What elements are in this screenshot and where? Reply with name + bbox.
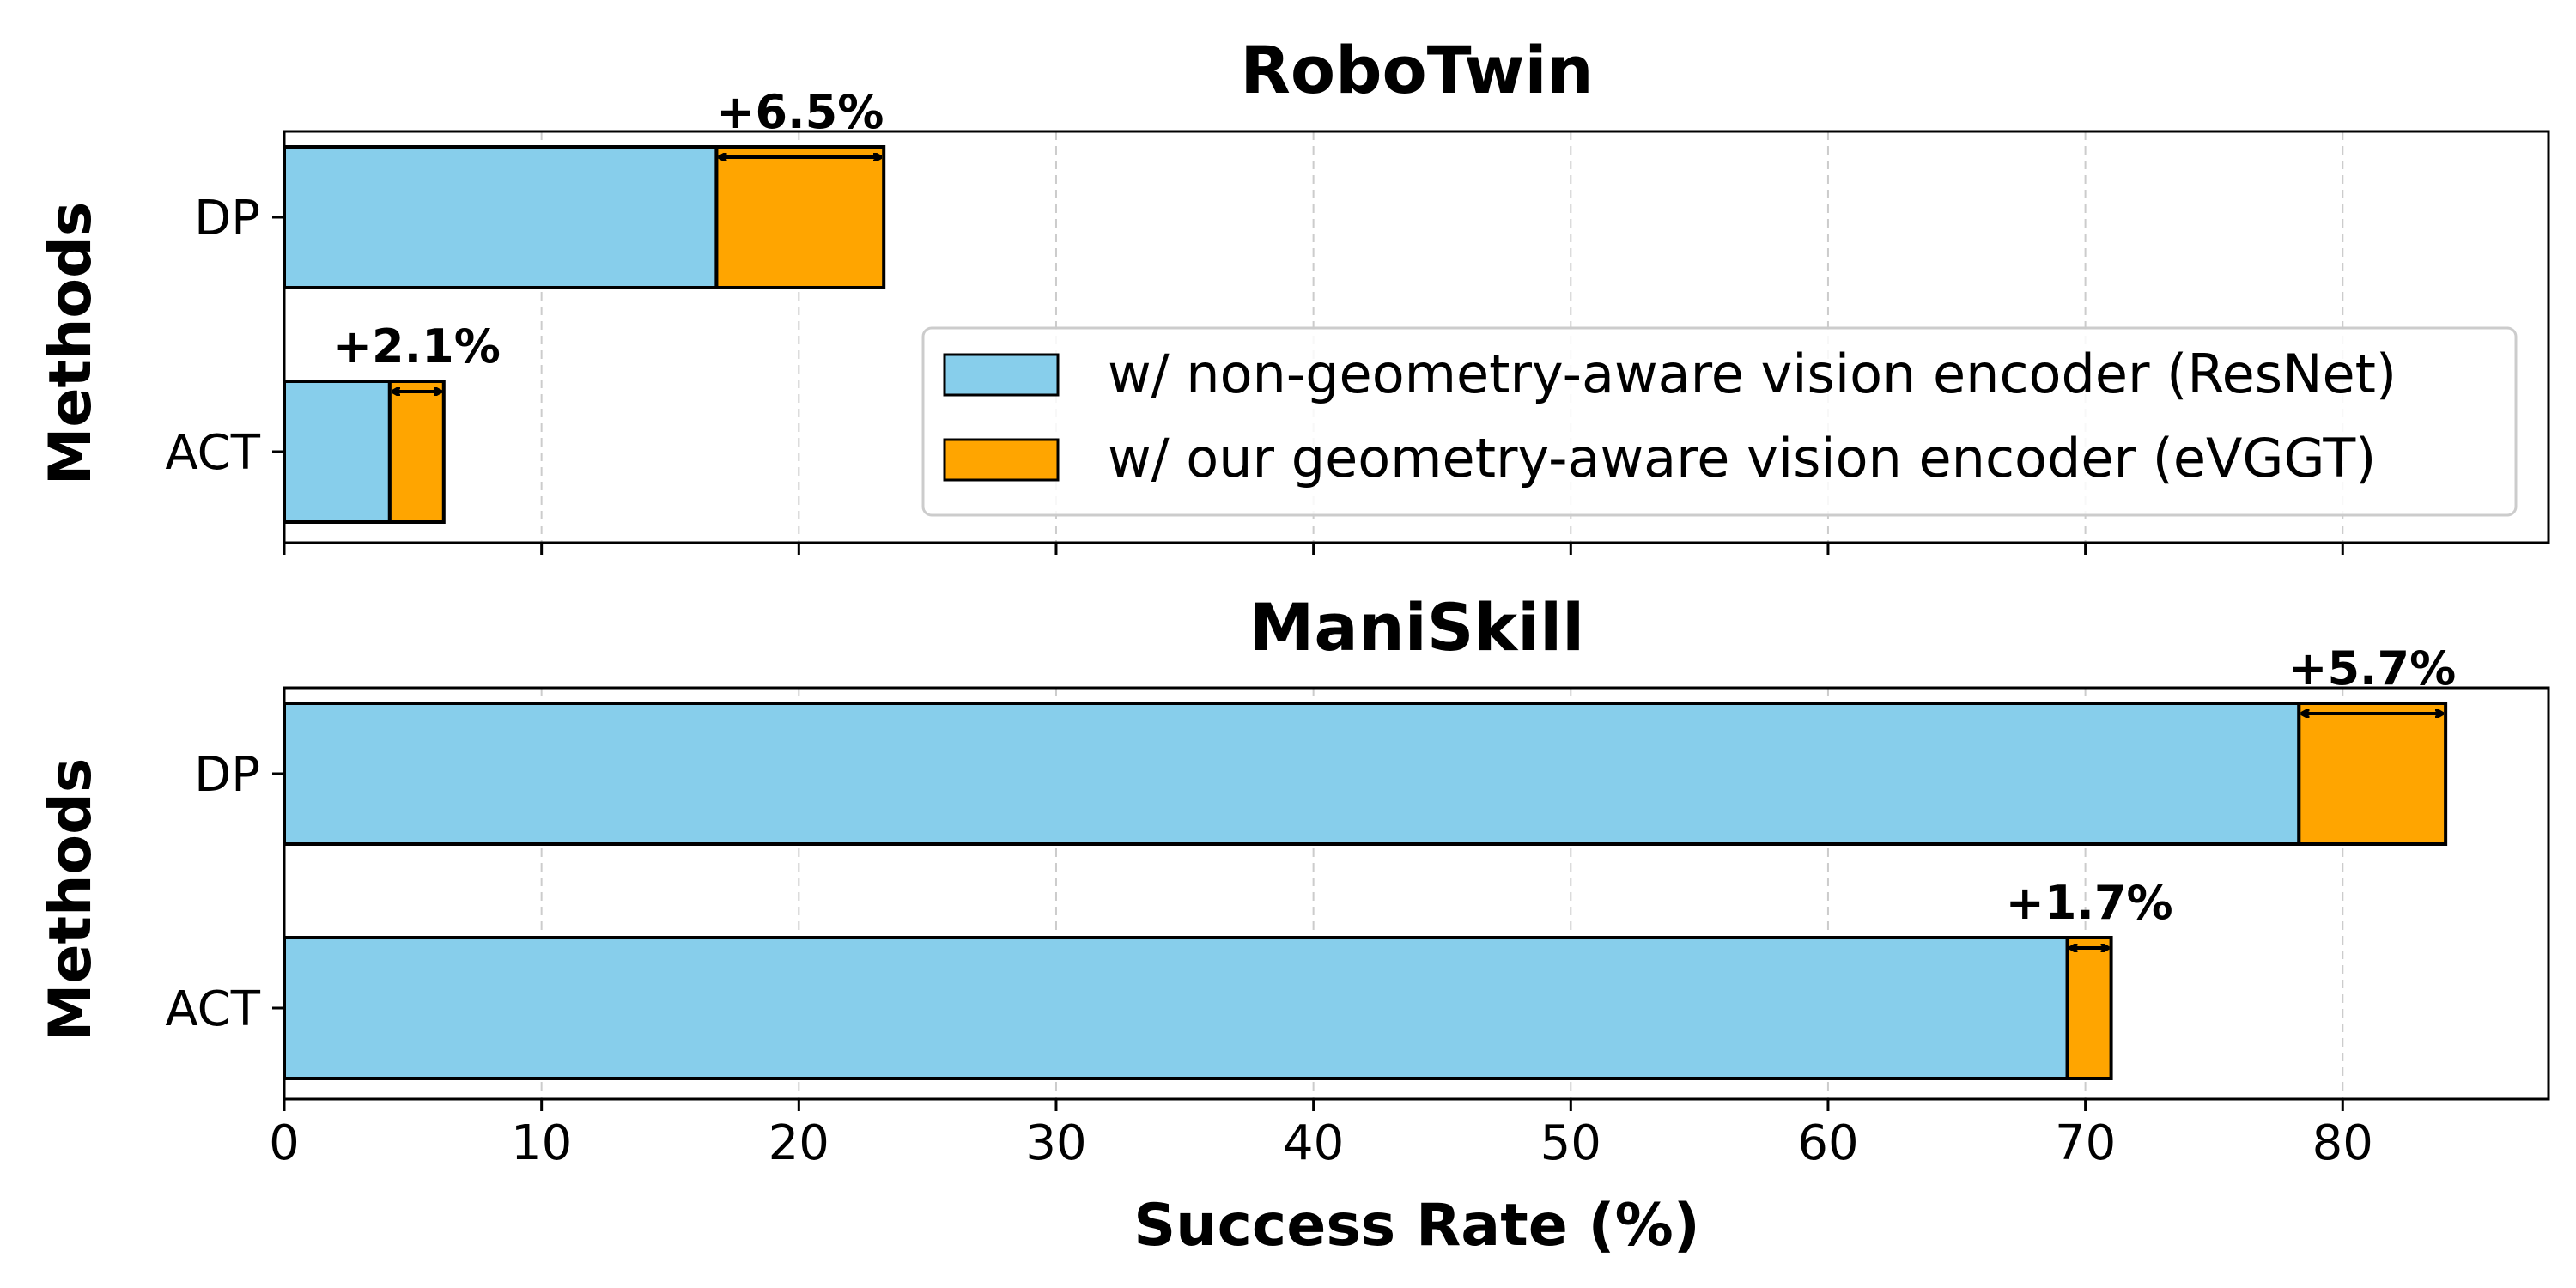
bars [283, 145, 886, 524]
gain-label: +5.7% [2288, 641, 2456, 696]
x-tick-label: 80 [2312, 1115, 2373, 1171]
x-tick-label: 20 [769, 1115, 829, 1171]
gain-label: +2.1% [333, 319, 501, 374]
x-tick-label: 0 [269, 1115, 300, 1171]
y-ticks: DP ACT [165, 747, 284, 1037]
chart-title: RoboTwin [1240, 32, 1593, 108]
annotations: +6.5% +2.1% [333, 85, 884, 392]
bar-gain-dp [714, 145, 886, 289]
y-tick-label: ACT [165, 981, 260, 1037]
x-tick-label: 50 [1540, 1115, 1601, 1171]
x-tick-label: 30 [1025, 1115, 1086, 1171]
plot-frame [283, 686, 2550, 1101]
chart-title: ManiSkill [1249, 589, 1585, 665]
x-tick-labels: 0 10 20 30 40 50 60 70 80 [269, 1115, 2373, 1171]
x-tick-label: 60 [1797, 1115, 1858, 1171]
legend: w/ non-geometry-aware vision encoder (Re… [921, 326, 2518, 517]
y-ticks: DP ACT [165, 191, 284, 481]
y-axis-label: Methods [37, 758, 105, 1042]
bar-baseline-act [283, 380, 392, 524]
bar-gain-act [387, 380, 446, 524]
y-tick-label: DP [194, 191, 260, 246]
x-tick-marks [283, 1099, 2344, 1111]
bar-baseline-act [283, 936, 2069, 1080]
legend-box [921, 326, 2518, 517]
bar-gain-dp [2297, 702, 2448, 846]
bar-baseline-dp [283, 145, 719, 289]
panel-maniskill: ManiSkill Methods DP ACT 0 10 20 30 40 50 60 70 8… [37, 589, 2550, 1260]
gain-label: +1.7% [2006, 876, 2173, 930]
panel-robotwin: RoboTwin Methods DP ACT +6.5% +2.1% w/ non… [37, 32, 2550, 555]
x-axis-label: Success Rate (%) [1133, 1192, 1700, 1260]
gain-label: +6.5% [716, 85, 884, 139]
legend-label-resnet: w/ non-geometry-aware vision encoder (Re… [1108, 343, 2397, 405]
x-tick-label: 40 [1283, 1115, 1344, 1171]
y-axis-label: Methods [37, 202, 105, 486]
x-tick-label: 10 [511, 1115, 572, 1171]
legend-label-evggt: w/ our geometry-aware vision encoder (eV… [1108, 427, 2376, 489]
bar-gain-act [2065, 936, 2113, 1080]
y-tick-label: DP [194, 747, 260, 803]
x-tick-label: 70 [2055, 1115, 2116, 1171]
y-tick-label: ACT [165, 425, 260, 481]
bar-baseline-dp [283, 702, 2301, 846]
x-tick-marks [283, 543, 2344, 555]
annotations: +5.7% +1.7% [2006, 641, 2456, 948]
bars [283, 702, 2448, 1080]
legend-swatch-resnet [943, 353, 1060, 397]
legend-swatch-evggt [943, 438, 1060, 482]
plot-frame [283, 130, 2550, 544]
